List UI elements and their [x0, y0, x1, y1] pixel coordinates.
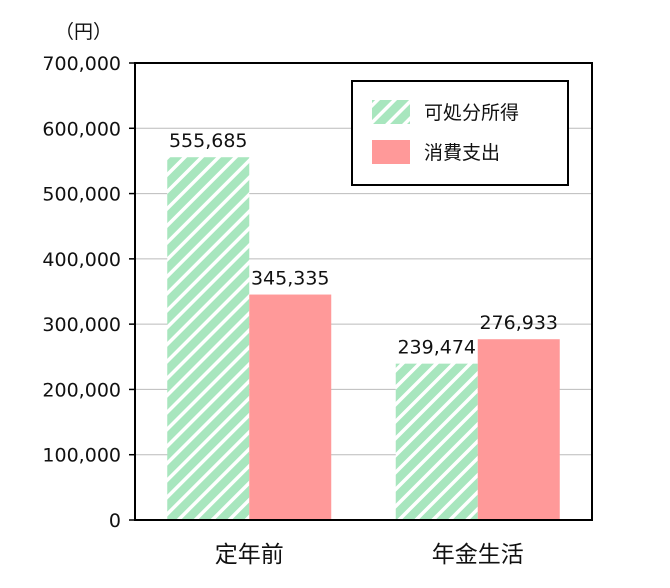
y-tick-label: 0 [109, 510, 121, 532]
y-tick-label: 700,000 [42, 53, 121, 75]
bars [167, 157, 560, 520]
y-tick-label: 100,000 [42, 445, 121, 467]
bar-disposable-income [167, 157, 250, 520]
y-tick-label: 600,000 [42, 118, 121, 140]
y-axis-ticks: 0 100,000 200,000 300,000 400,000 500,000 600,… [42, 53, 135, 532]
legend-box [351, 80, 569, 186]
x-category-label: 定年前 [215, 542, 284, 568]
data-label-disposable-income: 239,474 [397, 337, 476, 359]
data-label-consumption: 276,933 [479, 312, 558, 334]
bar-consumption [249, 294, 332, 520]
legend-label-consumption: 消費支出 [424, 142, 500, 164]
x-axis-categories: 定年前 年金生活 [215, 542, 524, 568]
y-tick-label: 500,000 [42, 184, 121, 206]
y-tick-label: 300,000 [42, 314, 121, 336]
legend: 可処分所得 消費支出 [351, 80, 569, 186]
x-category-label: 年金生活 [432, 542, 524, 568]
y-axis-unit-label: （円） [55, 21, 112, 43]
y-tick-label: 400,000 [42, 249, 121, 271]
bar-disposable-income [395, 363, 478, 520]
data-label-consumption: 345,335 [251, 268, 330, 290]
legend-swatch-consumption [372, 140, 410, 164]
data-label-disposable-income: 555,685 [169, 130, 248, 152]
legend-label-disposable-income: 可処分所得 [424, 102, 519, 124]
plot-frame [134, 62, 593, 521]
y-tick-label: 200,000 [42, 379, 121, 401]
legend-swatch-disposable-income [372, 100, 410, 124]
bar-consumption [477, 339, 560, 520]
